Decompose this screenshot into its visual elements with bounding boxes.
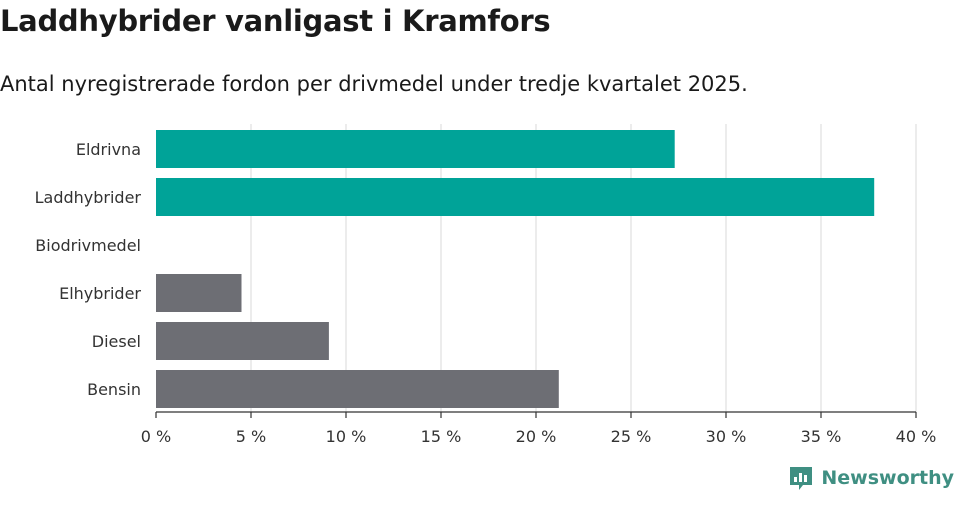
brand-name: Newsworthy [821,467,954,489]
brand-logo: Newsworthy [788,465,954,491]
chart-subtitle: Antal nyregistrerade fordon per drivmede… [0,72,748,96]
x-tick-label: 15 % [421,427,462,446]
x-tick-label: 30 % [706,427,747,446]
category-label: Laddhybrider [35,188,142,207]
category-label: Biodrivmedel [35,236,141,255]
bar-eldrivna [156,130,675,168]
x-tick-label: 20 % [516,427,557,446]
bar-elhybrider [156,274,242,312]
bar-diesel [156,322,329,360]
x-tick-label: 25 % [611,427,652,446]
x-tick-label: 40 % [896,427,937,446]
bar-laddhybrider [156,178,875,216]
x-tick-label: 35 % [801,427,842,446]
newsworthy-logo-icon [790,467,813,490]
bar-chart: Eldrivna Laddhybrider Biodrivmedel Elhybrid… [35,124,937,446]
bar-bensin [156,370,559,408]
x-tick-label: 5 % [236,427,266,446]
chart-title: Laddhybrider vanligast i Kramfors [0,4,551,38]
x-tick-label: 0 % [141,427,171,446]
category-label: Bensin [87,380,141,399]
category-label: Eldrivna [76,140,141,159]
x-tick-label: 10 % [326,427,367,446]
category-label: Elhybrider [59,284,141,303]
category-label: Diesel [92,332,141,351]
